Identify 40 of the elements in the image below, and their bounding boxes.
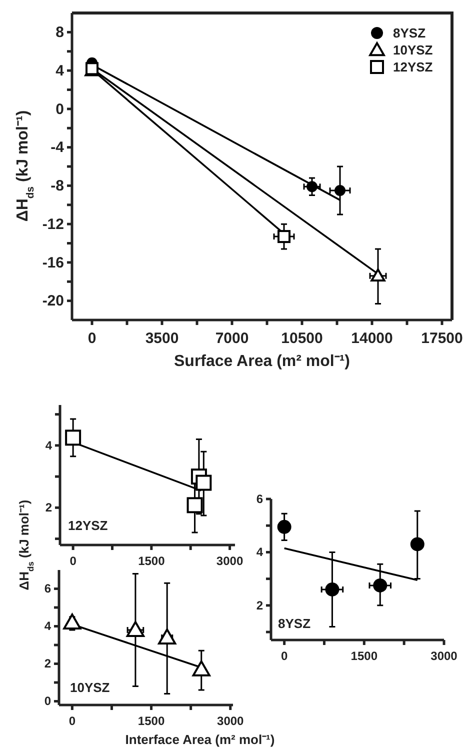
x-tick-label: 17500: [421, 330, 463, 347]
y-tick-label: 4: [44, 619, 52, 634]
y-tick-label: -4: [50, 139, 65, 156]
x-tick-label: 0: [88, 330, 96, 347]
y-tick-label: -16: [42, 254, 64, 272]
legend-label: 12YSZ: [393, 60, 433, 75]
y-tick-label: 2: [44, 656, 52, 671]
x-tick-label: 3500: [145, 330, 179, 347]
y-tick-label: 6: [44, 582, 52, 596]
x-tick-label: 7000: [215, 330, 249, 347]
x-tick-label: 1500: [350, 649, 378, 663]
y-tick-label: 8: [56, 24, 64, 41]
annotation: 12YSZ: [68, 518, 108, 533]
legend-label: 8YSZ: [393, 26, 426, 41]
x-axis-title: Interface Area (m² mol⁻¹): [125, 732, 275, 747]
y-tick-label: -8: [50, 177, 64, 194]
x-tick-label: 1500: [138, 714, 165, 728]
x-tick-label: 0: [70, 554, 77, 568]
x-tick-label: 3000: [430, 649, 458, 663]
annotation: 8YSZ: [278, 616, 311, 631]
x-tick-label: 14000: [351, 330, 393, 347]
y-tick-label: -12: [42, 216, 64, 233]
annotation: 10YSZ: [70, 680, 110, 695]
y-tick-label: 4: [45, 438, 52, 452]
legend-label: 10YSZ: [393, 42, 433, 58]
x-tick-label: 0: [68, 714, 76, 728]
y-tick-label: 4: [56, 62, 65, 80]
x-axis-title: Surface Area (m² mol⁻¹): [174, 353, 350, 370]
x-tick-label: 3000: [216, 554, 244, 568]
y-tick-label: 2: [256, 598, 264, 612]
x-tick-label: 1500: [138, 554, 166, 568]
y-tick-label: 0: [56, 100, 64, 118]
x-tick-label: 0: [280, 649, 288, 663]
x-tick-label: 3000: [217, 714, 244, 728]
y-tick-label: 0: [44, 694, 52, 708]
x-tick-label: 10500: [281, 330, 323, 347]
y-tick-label: -20: [42, 292, 64, 310]
y-tick-label: 4: [256, 545, 264, 560]
y-tick-label: 2: [45, 500, 52, 515]
y-tick-label: 6: [256, 492, 264, 506]
